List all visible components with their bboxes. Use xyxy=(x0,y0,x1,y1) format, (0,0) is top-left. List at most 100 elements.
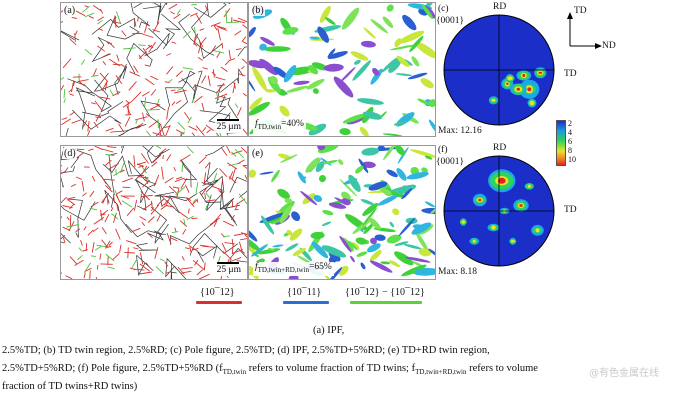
twin-boundary-segment xyxy=(205,124,214,131)
twin-boundary-segment xyxy=(165,270,172,274)
intensity-contour xyxy=(527,184,531,188)
twin-boundary-segment xyxy=(156,214,162,222)
twin-boundary-segment xyxy=(122,177,133,183)
twin-boundary-segment xyxy=(126,207,135,216)
td-label-f: TD xyxy=(564,205,577,215)
twin-boundary-segment xyxy=(139,271,152,275)
twin-lamella xyxy=(353,59,361,65)
twin-boundary-segment xyxy=(98,28,104,31)
twin-lamella xyxy=(323,63,344,72)
twin-lamella xyxy=(323,159,338,165)
twin-lamella xyxy=(389,44,417,51)
twin-boundary-segment xyxy=(137,16,139,22)
intensity-contour xyxy=(506,82,509,86)
twin-lamella xyxy=(249,97,263,110)
twin-boundary-segment xyxy=(172,186,179,189)
twin-boundary-segment xyxy=(119,244,122,253)
twin-boundary-segment xyxy=(101,239,109,248)
twin-lamella xyxy=(341,7,360,30)
twin-boundary-segment xyxy=(155,266,164,275)
twin-boundary-segment xyxy=(164,177,174,184)
twin-lamella xyxy=(418,248,432,257)
twin-lamella xyxy=(264,89,276,93)
intensity-contour xyxy=(529,100,535,106)
twin-lamella xyxy=(367,243,381,253)
twin-boundary-segment xyxy=(94,245,102,251)
colorbar-tick-10: 10 xyxy=(568,155,576,164)
plane-label-f: {0001} xyxy=(436,157,465,167)
twin-boundary-segment xyxy=(120,160,126,171)
twin-boundary-segment xyxy=(174,177,185,183)
twin-lamella xyxy=(415,268,427,273)
twin-boundary-segment xyxy=(186,215,195,221)
twin-boundary-segment xyxy=(124,251,135,254)
grain-boundary xyxy=(104,189,132,234)
grain-boundary xyxy=(169,220,218,246)
twin-boundary-segment xyxy=(202,127,207,132)
twin-boundary-segment xyxy=(150,104,161,110)
twin-lamella xyxy=(306,78,325,90)
twin-boundary-segment xyxy=(69,93,75,96)
twin-boundary-segment xyxy=(87,120,90,132)
twin-lamella xyxy=(398,217,416,236)
twin-boundary-segment xyxy=(108,41,115,49)
twin-boundary-segment xyxy=(189,246,192,254)
twin-boundary-segment xyxy=(223,235,230,238)
twin-boundary-segment xyxy=(184,112,191,121)
colorbar-tick-8: 8 xyxy=(568,146,572,155)
twin-boundary-segment xyxy=(142,33,154,38)
twin-boundary-segment xyxy=(153,174,160,187)
twin-boundary-segment xyxy=(230,256,242,262)
twin-boundary-segment xyxy=(152,29,161,33)
twin-lamella xyxy=(324,17,336,26)
twin-boundary-segment xyxy=(77,79,89,83)
twin-boundary-segment xyxy=(83,272,86,279)
twin-boundary-segment xyxy=(90,201,99,208)
twin-boundary-segment xyxy=(150,89,157,96)
twin-boundary-segment xyxy=(102,61,107,66)
twin-region-map-e xyxy=(249,146,435,279)
twin-boundary-segment xyxy=(182,228,187,235)
twin-boundary-segment xyxy=(124,116,131,127)
fraction-label-b: fTD,twin=40% xyxy=(253,119,306,133)
twin-boundary-segment xyxy=(140,191,151,201)
twin-boundary-segment xyxy=(232,19,246,24)
twin-boundary-segment xyxy=(64,167,69,172)
twin-boundary-segment xyxy=(166,232,172,245)
grain-boundary xyxy=(165,80,195,107)
twin-region-map-b xyxy=(249,3,435,136)
grain-boundary xyxy=(61,201,96,221)
twin-lamella xyxy=(352,219,371,235)
twin-lamella xyxy=(394,38,402,48)
twin-boundary-segment xyxy=(97,19,103,25)
twin-boundary-segment xyxy=(139,216,147,221)
twin-lamella xyxy=(362,207,377,226)
twin-lamella xyxy=(402,14,417,31)
twin-boundary-segment xyxy=(115,228,121,240)
scale-bar-d: 25 μm xyxy=(214,262,243,276)
grain-boundary xyxy=(220,68,244,93)
twin-boundary-segment xyxy=(177,266,185,275)
twin-lamella xyxy=(291,211,301,222)
twin-boundary-segment xyxy=(164,81,170,84)
twin-boundary-segment xyxy=(145,44,153,51)
twin-boundary-segment xyxy=(108,58,121,67)
twin-boundary-segment xyxy=(81,59,85,65)
twin-boundary-segment xyxy=(214,24,227,30)
grain-boundary xyxy=(114,66,127,95)
twin-boundary-segment xyxy=(82,248,88,252)
twin-boundary-segment xyxy=(62,58,72,69)
twin-boundary-segment xyxy=(231,243,234,255)
twin-boundary-segment xyxy=(71,119,82,124)
twin-boundary-segment xyxy=(105,159,112,166)
twin-boundary-segment xyxy=(214,50,225,54)
twin-boundary-segment xyxy=(218,189,223,195)
twin-boundary-segment xyxy=(87,130,91,136)
twin-boundary-segment xyxy=(141,221,146,226)
twin-boundary-segment xyxy=(115,11,122,24)
intensity-contour xyxy=(491,225,496,230)
twin-lamella xyxy=(362,203,379,216)
twin-lamella xyxy=(356,251,368,257)
twin-boundary-segment xyxy=(105,253,115,262)
grain-boundary xyxy=(67,198,83,238)
